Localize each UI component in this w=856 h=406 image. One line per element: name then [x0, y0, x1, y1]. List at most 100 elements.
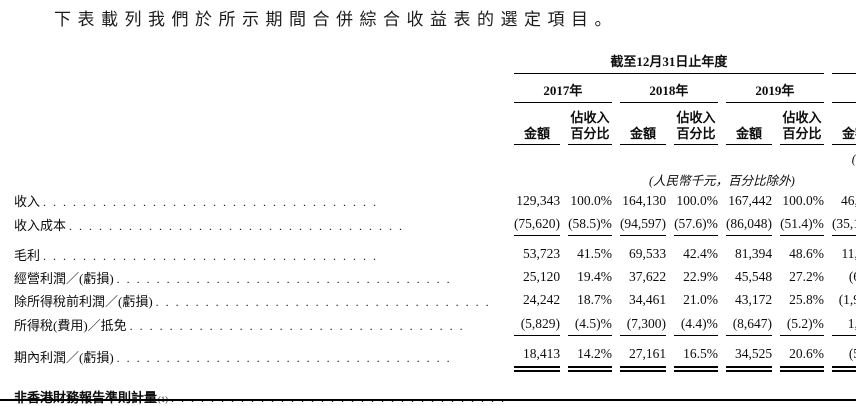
percent-header-line1: 佔收入: [570, 109, 610, 125]
cell: 100.0%: [570, 192, 612, 208]
units-note: (人民幣千元，百分比除外): [649, 173, 795, 188]
cell: (8,647): [725, 312, 773, 337]
cell: 34,525: [725, 342, 773, 372]
cell: (5,829): [513, 312, 561, 337]
percent-header: 佔收入 百分比: [568, 103, 612, 145]
cell: (35,158): [831, 212, 856, 237]
dot-leader: [66, 219, 506, 234]
spacer: [14, 372, 856, 385]
percent-header-line2: 百分比: [676, 125, 716, 141]
amount-header: 金額: [725, 103, 773, 145]
cell: 27.2%: [789, 269, 824, 285]
cell: 100.0%: [676, 192, 718, 208]
unaudited-note-row: (未經審核): [14, 145, 856, 167]
amount-header: 金額: [619, 103, 667, 145]
row-label: 收入: [14, 194, 41, 210]
cell: 100.0%: [782, 192, 824, 208]
row-label: 除所得稅前利潤／(虧損): [14, 293, 153, 309]
cell: (7,300): [619, 312, 667, 337]
year-header-2019-interim: 2019年: [831, 74, 856, 103]
cell: (57.6)%: [674, 212, 718, 237]
spacer: [832, 167, 856, 189]
row-label: 毛利: [14, 247, 41, 263]
cell: 69,533: [628, 245, 667, 261]
cell: 27,161: [619, 342, 667, 372]
row-label: 期內利潤／(虧損): [14, 350, 114, 366]
cell: 34,461: [628, 292, 667, 308]
cell: 14.2%: [568, 342, 612, 372]
spacer: [14, 46, 506, 74]
cell: 25.8%: [789, 292, 824, 308]
cell: (1,978): [838, 292, 856, 308]
percent-header-line2: 百分比: [570, 125, 610, 141]
cell: (4.5)%: [568, 312, 612, 337]
row-label: 所得稅(費用)／抵免: [14, 317, 127, 333]
cell: 16.5%: [674, 342, 718, 372]
row-label: 收入成本: [14, 217, 67, 233]
percent-header: 佔收入 百分比: [674, 103, 718, 145]
cell: 25,120: [522, 269, 561, 285]
cell: 46,822: [840, 192, 856, 208]
year-header-2018: 2018年: [619, 74, 718, 103]
table-row-operating-profit: 經營利潤／(虧損) 25,120 19.4% 37,622 22.9% 45,5…: [14, 266, 856, 289]
cell: [514, 385, 856, 406]
dot-leader: [40, 249, 506, 264]
cell: (75,620): [513, 212, 561, 237]
cell: (51.4)%: [780, 212, 824, 237]
cell: 21.0%: [683, 292, 718, 308]
cell: 45,548: [734, 269, 773, 285]
cell: 18,413: [513, 342, 561, 372]
amount-header: 金額: [513, 103, 561, 145]
cell: (4.4)%: [674, 312, 718, 337]
selected-items-table: 截至12月31日止年度 截至6月30日止六個月 2017年 2018年 2019…: [6, 46, 856, 406]
table-row-cost-of-revenue: 收入成本 (75,620) (58.5)% (94,597) (57.6)% (…: [14, 212, 856, 237]
unaudited-note: (未經審核): [851, 152, 856, 166]
percent-header: 佔收入 百分比: [780, 103, 824, 145]
spacer: [14, 103, 506, 145]
percent-header-line1: 佔收入: [782, 109, 822, 125]
cell: (58.5)%: [568, 212, 612, 237]
table-row-non-hkfrs-measure: 非香港財務報告準則計量(1): [14, 385, 856, 406]
table-row-income-tax: 所得稅(費用)／抵免 (5,829) (4.5)% (7,300) (4.4)%…: [14, 312, 856, 337]
cell: 20.6%: [780, 342, 824, 372]
cell: 164,130: [622, 192, 667, 208]
table-row-profit-for-period: 期內利潤／(虧損) 18,413 14.2% 27,161 16.5% 34,5…: [14, 342, 856, 372]
cell: 48.6%: [789, 245, 824, 261]
amount-header: 金額: [831, 103, 856, 145]
year-header-row: 2017年 2018年 2019年 2019年 2020年: [14, 74, 856, 103]
percent-header-line2: 百分比: [782, 125, 822, 141]
dot-leader: [40, 195, 506, 210]
group-header-annual: 截至12月31日止年度: [513, 46, 824, 74]
spacer: [14, 167, 506, 189]
group-header-interim: 截至6月30日止六個月: [831, 46, 856, 74]
cell: 42.4%: [683, 245, 718, 261]
cell: 19.4%: [577, 269, 612, 285]
page-title: 下表載列我們於所示期間合併綜合收益表的選定項目。: [54, 10, 618, 29]
page-bottom-rule: [0, 399, 856, 401]
cell: 41.5%: [577, 245, 612, 261]
cell: 22.9%: [683, 269, 718, 285]
cell: 43,172: [734, 292, 773, 308]
spacer: [14, 145, 824, 167]
row-label: 經營利潤／(虧損): [14, 270, 114, 286]
cell: 129,343: [516, 192, 561, 208]
percent-header-line1: 佔收入: [676, 109, 716, 125]
cell: 37,622: [628, 269, 667, 285]
dot-leader: [153, 295, 506, 310]
dot-leader: [127, 319, 506, 334]
table-row-profit-before-tax: 除所得稅前利潤／(虧損) 24,242 18.7% 34,461 21.0% 4…: [14, 289, 856, 312]
spacer: [514, 167, 612, 189]
cell: 18.7%: [577, 292, 612, 308]
year-header-2019: 2019年: [725, 74, 824, 103]
cell: 11,664: [841, 245, 856, 261]
cell: (515): [831, 342, 856, 372]
row-label: 非香港財務報告準則計量: [14, 389, 158, 405]
cell: 167,442: [728, 192, 773, 208]
dot-leader: [114, 272, 506, 287]
cell: (94,597): [619, 212, 667, 237]
units-note-row: (人民幣千元，百分比除外): [14, 167, 856, 189]
cell: 24,242: [522, 292, 561, 308]
group-header-row: 截至12月31日止年度 截至6月30日止六個月: [14, 46, 856, 74]
cell: 53,723: [522, 245, 561, 261]
